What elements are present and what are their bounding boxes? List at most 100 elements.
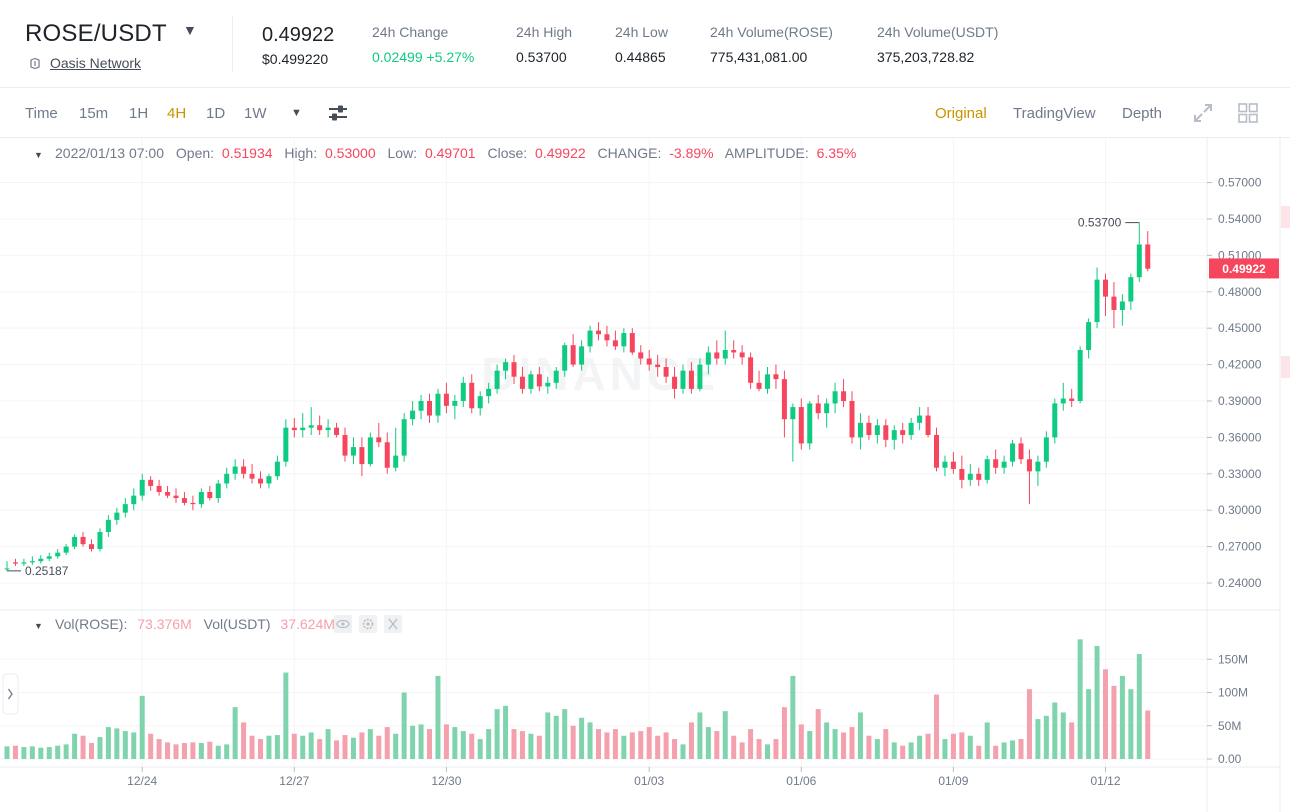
interval-4h[interactable]: 4H — [167, 105, 187, 122]
ohlc-open-value: 0.51934 — [222, 145, 273, 161]
candle-down — [89, 544, 94, 550]
candle-up — [1128, 277, 1134, 302]
candle-down — [646, 358, 652, 365]
candle-down — [173, 495, 179, 499]
chart-area[interactable]: BINANCE 0.57000 0.54000 0.51000 0.48000 0.45… — [0, 138, 1290, 812]
volume-bar-up — [494, 709, 500, 759]
volume-bar-up — [4, 746, 10, 759]
ohlc-change-value: -3.89% — [669, 145, 713, 161]
volume-bar-down — [849, 727, 855, 759]
candle-up — [410, 410, 416, 420]
volume-bar-up — [1010, 740, 1016, 759]
volume-bar-up — [503, 705, 509, 759]
candle-down — [655, 364, 661, 368]
ohlc-amplitude-label: AMPLITUDE: — [725, 145, 809, 161]
candle-down — [604, 334, 610, 341]
volume-bar-up — [1128, 689, 1134, 759]
candle-up — [300, 427, 306, 431]
volume-bar-up — [705, 727, 711, 759]
volume-bar-up — [350, 737, 356, 759]
price-axis: 0.570000.540000.510000.480000.450000.420… — [1207, 176, 1262, 590]
volume-bar-down — [258, 739, 263, 759]
layout-grid-icon[interactable] — [1238, 103, 1258, 123]
stat-value: 0.02499 +5.27% — [372, 49, 475, 65]
candle-down — [900, 430, 906, 435]
network-link[interactable]: Oasis Network — [30, 55, 141, 71]
volume-bar-down — [1069, 722, 1075, 759]
volume-collapse-icon[interactable]: ▼ — [34, 621, 43, 631]
volume-bar-down — [1018, 739, 1024, 759]
interval-more-chevron-down-icon[interactable]: ▼ — [291, 107, 302, 119]
network-name[interactable]: Oasis Network — [50, 55, 142, 71]
interval-1h[interactable]: 1H — [129, 105, 149, 122]
candle-up — [283, 427, 289, 462]
interval-1w[interactable]: 1W — [244, 105, 267, 122]
volume-bar-down — [249, 735, 255, 759]
candlestick-chart[interactable]: BINANCE 0.570000.540000.510000.480000.45… — [0, 138, 1290, 812]
volume-bar-up — [680, 744, 686, 759]
volume-bar-down — [536, 735, 542, 759]
volume-settings-gear-icon[interactable] — [359, 615, 377, 633]
volume-bar-down — [934, 694, 939, 759]
candle-up — [232, 466, 238, 474]
volume-bar-down — [384, 727, 390, 759]
time-axis: 12/24 12/27 12/30 01/03 01/06 01/09 01/12 — [127, 767, 1121, 788]
view-original[interactable]: Original — [935, 105, 987, 122]
pair-dropdown-caret-icon[interactable]: ▼ — [183, 22, 197, 38]
binance-watermark: BINANCE — [481, 348, 719, 400]
volume-bar-down — [1111, 685, 1117, 759]
time-tick-label: 01/03 — [634, 774, 664, 788]
volume-bar-down — [663, 732, 669, 759]
volume-bar-up — [857, 712, 863, 759]
candle-up — [139, 479, 145, 496]
time-tick-label: 01/06 — [786, 774, 816, 788]
volume-bar-up — [579, 717, 585, 759]
fullscreen-expand-icon[interactable] — [1193, 103, 1213, 123]
candle-up — [1136, 244, 1142, 278]
stat-24h-volume-usdt: 24h Volume(USDT) 375,203,728.82 — [877, 24, 998, 65]
volume-visibility-eye-icon[interactable] — [334, 615, 352, 633]
ohlc-low-value: 0.49701 — [425, 145, 476, 161]
volume-bar-up — [1001, 742, 1007, 759]
volume-bar-up — [621, 735, 627, 759]
stat-label: 24h Low — [615, 24, 668, 40]
price-tick-label: 0.45000 — [1218, 321, 1262, 335]
pair-title[interactable]: ROSE/USDT — [25, 20, 167, 47]
volume-bar-down — [841, 732, 847, 759]
interval-15m[interactable]: 15m — [79, 105, 109, 122]
candle-down — [688, 370, 694, 389]
candle-down — [629, 333, 635, 353]
time-label[interactable]: Time — [25, 105, 58, 122]
volume-bar-down — [570, 725, 576, 759]
candle-up — [38, 558, 44, 562]
candle-up — [553, 370, 559, 383]
candle-up — [1052, 403, 1058, 438]
view-tradingview[interactable]: TradingView — [1013, 105, 1096, 122]
ohlc-collapse-icon[interactable]: ▼ — [34, 150, 43, 160]
volume-bar-down — [443, 724, 449, 759]
volume-bar-down — [1145, 710, 1151, 759]
price-tick-label: 0.42000 — [1218, 358, 1262, 372]
candle-down — [849, 400, 855, 438]
volume-axis: 150M 100M 50M 0.00 — [1207, 652, 1248, 766]
candle-down — [469, 382, 475, 409]
min-price-label: 0.25187 — [25, 564, 69, 578]
volume-bar-up — [1035, 719, 1041, 759]
view-depth[interactable]: Depth — [1122, 105, 1163, 122]
indicator-settings-icon[interactable] — [328, 103, 348, 123]
volume-bar-down — [519, 731, 525, 759]
sidebar-expand-chevron-right-icon[interactable] — [2, 673, 19, 715]
volume-bar-down — [359, 732, 365, 759]
candle-down — [596, 330, 601, 335]
candle-up — [765, 374, 770, 389]
volume-close-icon[interactable] — [384, 615, 402, 633]
candle-down — [148, 479, 154, 486]
volume-bar-up — [697, 712, 703, 759]
volume-bar-down — [342, 735, 348, 759]
candle-up — [1086, 322, 1092, 351]
stat-24h-volume-rose: 24h Volume(ROSE) 775,431,081.00 — [710, 24, 833, 65]
volume-bar-up — [283, 672, 289, 759]
interval-1d[interactable]: 1D — [206, 105, 226, 122]
candle-up — [308, 425, 314, 428]
candle-up — [705, 352, 711, 365]
